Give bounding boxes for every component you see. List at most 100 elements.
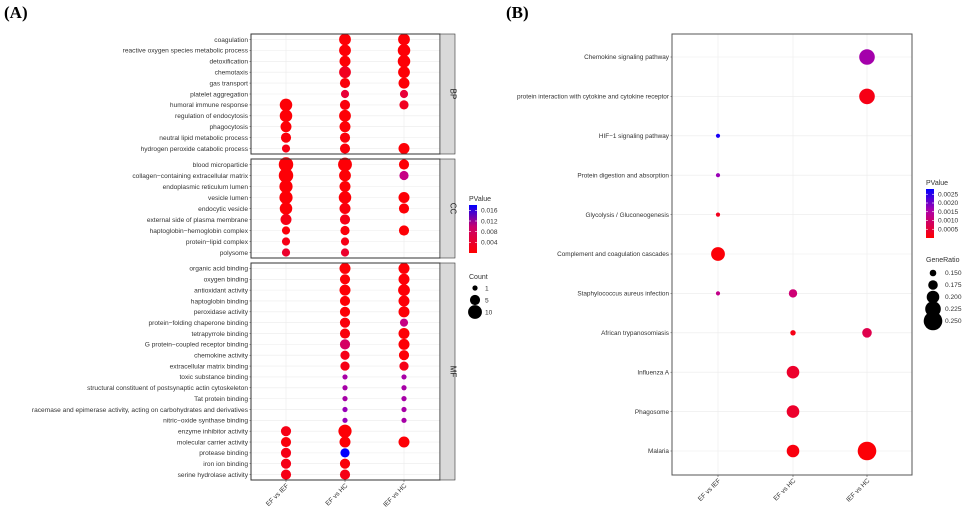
data-point bbox=[342, 374, 348, 380]
y-tick-label: regulation of endocytosis bbox=[175, 113, 249, 120]
y-tick-label: structural constituent of postsynaptic a… bbox=[87, 385, 248, 392]
y-tick-label: extracellular matrix binding bbox=[170, 363, 249, 370]
size-legend-dot bbox=[468, 305, 482, 319]
facet-bp: coagulation reactive oxygen species metab… bbox=[123, 33, 458, 155]
data-point bbox=[401, 374, 407, 380]
plot-border bbox=[671, 33, 913, 476]
data-point bbox=[339, 143, 351, 154]
color-legend-label: 0.0010 bbox=[938, 218, 959, 225]
size-legend-label: 0.150 bbox=[945, 270, 962, 277]
y-tick-label: gas transport bbox=[210, 80, 249, 87]
data-point bbox=[338, 424, 352, 438]
data-point bbox=[339, 99, 351, 110]
data-point bbox=[398, 143, 410, 155]
y-tick-label: Phagosome bbox=[635, 409, 670, 416]
data-point bbox=[397, 55, 411, 68]
x-tick-label: IEF vs HC bbox=[845, 477, 871, 503]
data-point bbox=[859, 88, 875, 105]
size-legend-title: Count bbox=[469, 274, 488, 281]
data-point bbox=[280, 426, 292, 437]
color-legend-label: 0.0025 bbox=[938, 191, 959, 198]
y-tick-label: blood microparticle bbox=[193, 162, 249, 169]
data-point bbox=[339, 306, 351, 317]
data-point bbox=[857, 441, 877, 461]
facet-mf: organic acid binding oxygen binding antiox… bbox=[32, 262, 458, 481]
data-point bbox=[339, 109, 351, 122]
data-point bbox=[398, 33, 410, 46]
data-point bbox=[711, 247, 725, 261]
data-point bbox=[339, 295, 351, 307]
data-point bbox=[398, 273, 410, 285]
y-tick-label: platelet aggregation bbox=[190, 91, 248, 98]
size-legend-label: 0.250 bbox=[945, 318, 962, 325]
data-point bbox=[339, 78, 351, 89]
data-point bbox=[398, 262, 410, 274]
color-legend-label: 0.004 bbox=[481, 240, 498, 247]
data-point bbox=[339, 469, 351, 480]
data-point bbox=[280, 436, 292, 448]
y-tick-label: iron ion binding bbox=[203, 461, 248, 468]
y-tick-label: reactive oxygen species metabolic proces… bbox=[123, 48, 249, 55]
data-point bbox=[398, 306, 410, 318]
size-legend-label: 0.175 bbox=[945, 282, 962, 289]
y-tick-label: enzyme inhibitor activity bbox=[178, 428, 249, 435]
data-point bbox=[280, 469, 292, 480]
panel-label-a: (A) bbox=[4, 3, 28, 22]
data-point bbox=[399, 318, 409, 327]
y-tick-label: molecular carrier activity bbox=[177, 439, 249, 446]
data-point bbox=[280, 132, 292, 143]
x-tick-label: EF vs HC bbox=[773, 477, 798, 502]
y-tick-label: African trypanosomiasis bbox=[601, 330, 669, 337]
y-tick-label: Influenza A bbox=[637, 369, 669, 376]
x-tick-label: EF vs IEF bbox=[697, 477, 722, 502]
y-tick-label: endocytic vesicle bbox=[198, 206, 248, 213]
data-point bbox=[398, 203, 410, 214]
y-tick-label: endoplasmic reticulum lumen bbox=[163, 184, 249, 191]
x-tick-label: EF vs HC bbox=[325, 482, 350, 507]
data-point bbox=[339, 44, 351, 57]
data-point bbox=[397, 44, 411, 57]
size-legend-label: 1 bbox=[485, 285, 489, 292]
y-tick-label: haptoglobin binding bbox=[191, 298, 249, 305]
y-tick-label: chemokine activity bbox=[194, 353, 249, 360]
data-point bbox=[339, 132, 351, 143]
y-tick-label: tetrapyrrole binding bbox=[192, 331, 249, 338]
data-point bbox=[398, 225, 410, 236]
y-tick-label: Staphylococcus aureus infection bbox=[577, 291, 669, 298]
y-tick-label: phagocytosis bbox=[210, 124, 249, 131]
y-tick-label: protein interaction with cytokine and cy… bbox=[517, 94, 670, 101]
data-point bbox=[281, 226, 291, 235]
data-point bbox=[339, 328, 351, 339]
data-point bbox=[339, 121, 351, 133]
data-point bbox=[280, 121, 292, 133]
data-point bbox=[279, 190, 293, 205]
color-legend-label: 0.0020 bbox=[938, 200, 959, 207]
data-point bbox=[859, 49, 875, 65]
data-point bbox=[339, 274, 351, 285]
data-point bbox=[401, 406, 407, 413]
data-point bbox=[398, 328, 410, 340]
y-tick-label: hydrogen peroxide catabolic process bbox=[141, 146, 249, 153]
y-tick-label: organic acid binding bbox=[189, 266, 248, 273]
size-legend-dot bbox=[923, 311, 943, 331]
data-point bbox=[340, 89, 350, 99]
y-tick-label: coagulation bbox=[214, 37, 248, 44]
data-point bbox=[340, 350, 350, 360]
data-point bbox=[339, 284, 351, 296]
data-point bbox=[339, 66, 351, 79]
color-legend-label: 0.016 bbox=[481, 208, 498, 215]
data-point bbox=[788, 289, 798, 298]
data-point bbox=[279, 109, 293, 123]
y-tick-label: Glycolysis / Gluconeogenesis bbox=[586, 212, 669, 219]
y-tick-label: protein−folding chaperone binding bbox=[148, 320, 248, 327]
legend-a: PValue 0.016 0.012 0.008 0.004 Count 1 5 10 bbox=[468, 196, 498, 319]
y-tick-label: humoral immune response bbox=[170, 102, 248, 109]
data-point bbox=[342, 385, 348, 391]
data-point bbox=[339, 55, 351, 67]
data-point bbox=[398, 192, 410, 203]
data-point bbox=[278, 168, 294, 183]
data-point bbox=[339, 458, 351, 469]
color-legend-label: 0.008 bbox=[481, 229, 498, 236]
facet-strip bbox=[439, 33, 456, 155]
